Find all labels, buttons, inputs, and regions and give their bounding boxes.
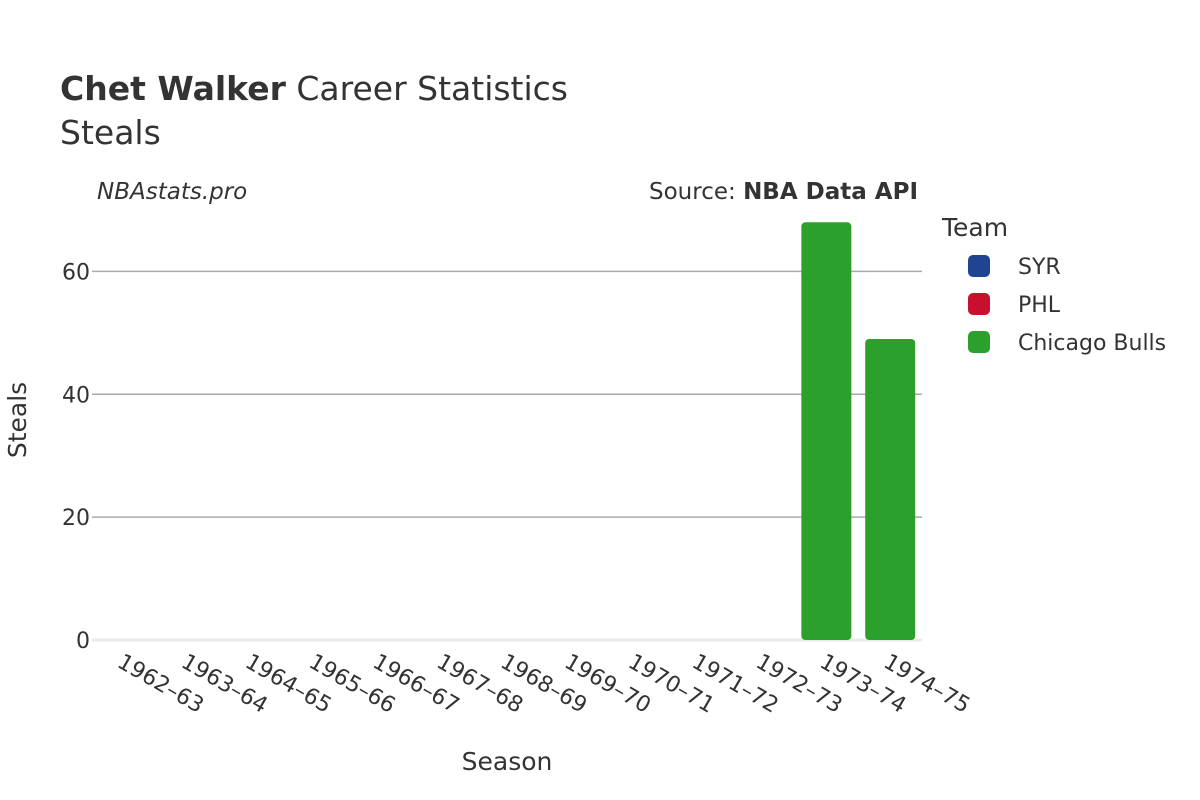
legend-label: Chicago Bulls xyxy=(1018,331,1166,356)
legend-label: PHL xyxy=(1018,293,1061,318)
chart-title-rest: Career Statistics xyxy=(286,69,568,108)
bars xyxy=(801,222,916,641)
source-prefix: Source: xyxy=(649,179,743,205)
y-axis-title: Steals xyxy=(3,382,32,458)
source-name: NBA Data API xyxy=(743,179,918,205)
x-axis-title: Season xyxy=(462,747,553,776)
legend-label: SYR xyxy=(1018,255,1061,280)
y-tick-labels: 0 20 40 60 xyxy=(62,260,90,654)
x-tick-labels: 1962–631963–641964–651965–661966–671967–… xyxy=(113,650,974,719)
source-label: Source: NBA Data API xyxy=(649,179,918,205)
legend: SYR PHL Chicago Bulls xyxy=(968,255,1166,356)
y-tick-label: 60 xyxy=(62,260,90,285)
y-tick-label: 20 xyxy=(62,506,90,531)
y-tick-label: 40 xyxy=(62,383,90,408)
legend-swatch xyxy=(968,255,990,277)
chart-title: Chet Walker Career Statistics xyxy=(60,69,568,108)
chart-subtitle: Steals xyxy=(60,113,161,152)
bar xyxy=(865,339,916,640)
legend-title: Team xyxy=(941,213,1008,242)
chart-title-bold: Chet Walker xyxy=(60,69,287,108)
y-tick-label: 0 xyxy=(76,629,90,654)
grid-lines xyxy=(92,270,922,642)
legend-swatch xyxy=(968,293,990,315)
site-watermark: NBAstats.pro xyxy=(97,179,247,205)
bar xyxy=(801,222,852,641)
legend-swatch xyxy=(968,331,990,353)
